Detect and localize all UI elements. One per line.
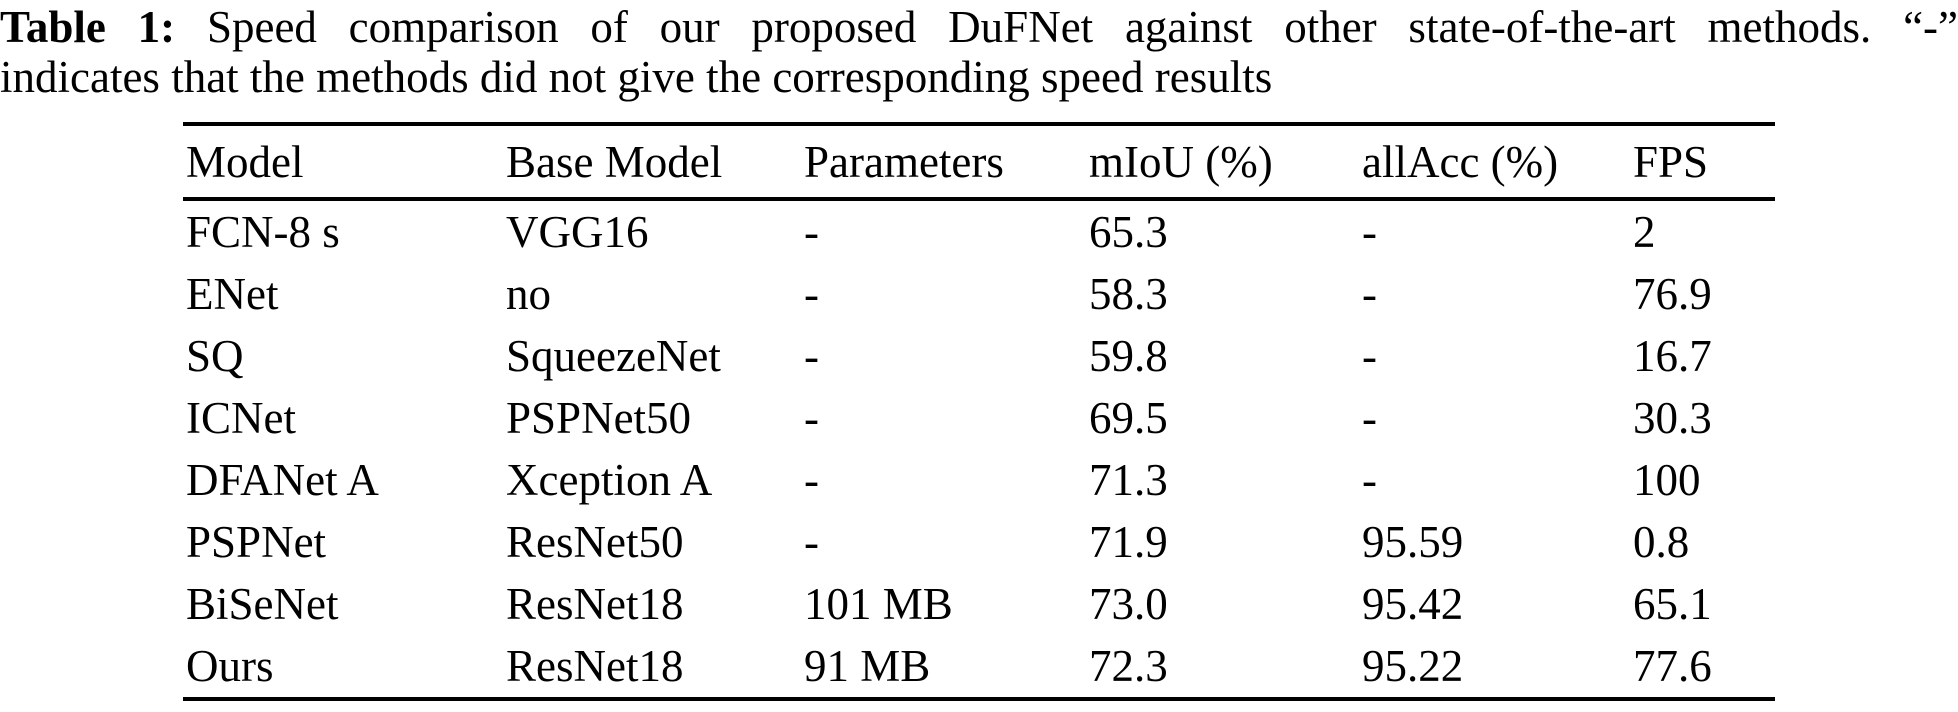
table-caption: Table 1: Speed comparison of our propose…	[0, 2, 1958, 102]
table-cell: 69.5	[1089, 393, 1168, 443]
caption-label: Table 1:	[0, 2, 176, 52]
table-cell: 65.3	[1089, 207, 1168, 257]
table-cell: PSPNet50	[506, 393, 692, 443]
table-row: SQ SqueezeNet - 59.8 - 16.7	[183, 325, 1775, 387]
table-cell: -	[1362, 393, 1377, 443]
table-cell: -	[804, 455, 819, 505]
table-cell: -	[1362, 331, 1377, 381]
table-header-row: Model Base Model Parameters mIoU (%) allAcc …	[183, 124, 1775, 201]
table-cell: -	[1362, 455, 1377, 505]
table-cell: BiSeNet	[186, 579, 339, 629]
table-cell: 91 MB	[804, 641, 931, 691]
table-cell: 2	[1633, 207, 1656, 257]
column-header: allAcc (%)	[1362, 124, 1633, 201]
table-row: ICNet PSPNet50 - 69.5 - 30.3	[183, 387, 1775, 449]
table-cell: 101 MB	[804, 579, 953, 629]
table-cell: 16.7	[1633, 331, 1712, 381]
table-cell: -	[804, 207, 819, 257]
table-cell: 73.0	[1089, 579, 1168, 629]
table-cell: 71.3	[1089, 455, 1168, 505]
table-row: DFANet A Xception A - 71.3 - 100	[183, 449, 1775, 511]
table-cell: -	[804, 393, 819, 443]
table-row: FCN-8 s VGG16 - 65.3 - 2	[183, 199, 1775, 263]
table-cell: 100	[1633, 455, 1701, 505]
caption-line-2: indicates that the methods did not give …	[0, 52, 1273, 102]
table-cell: 95.22	[1362, 641, 1464, 691]
caption-text: Speed comparison of our proposed DuFNet …	[206, 2, 1958, 52]
table-cell: 77.6	[1633, 641, 1712, 691]
table-cell: 65.1	[1633, 579, 1712, 629]
caption-line-1: Table 1: Speed comparison of our propose…	[0, 2, 1958, 52]
table-row: ENet no - 58.3 - 76.9	[183, 263, 1775, 325]
table-cell: -	[1362, 207, 1377, 257]
results-table: Model Base Model Parameters mIoU (%) allAcc …	[183, 122, 1775, 701]
table-cell: -	[804, 269, 819, 319]
table-row: PSPNet ResNet50 - 71.9 95.59 0.8	[183, 511, 1775, 573]
table-cell: ResNet50	[506, 517, 684, 567]
table-cell: ResNet18	[506, 641, 684, 691]
table-container: Model Base Model Parameters mIoU (%) allAcc …	[183, 122, 1775, 701]
table-cell: VGG16	[506, 207, 649, 257]
column-header: FPS	[1633, 124, 1775, 201]
table-cell: 30.3	[1633, 393, 1712, 443]
table-cell: DFANet A	[186, 455, 379, 505]
column-header: Base Model	[506, 124, 804, 201]
table-cell: no	[506, 269, 551, 319]
table-cell: Xception A	[506, 455, 713, 505]
table-cell: 72.3	[1089, 641, 1168, 691]
table-cell: 95.59	[1362, 517, 1464, 567]
table-row: BiSeNet ResNet18 101 MB 73.0 95.42 65.1	[183, 573, 1775, 635]
table-row: Ours ResNet18 91 MB 72.3 95.22 77.6	[183, 635, 1775, 699]
table-cell: 76.9	[1633, 269, 1712, 319]
table-body: FCN-8 s VGG16 - 65.3 - 2 ENet no - 58.3 - 76.9 SQ Squ…	[183, 199, 1775, 699]
table-cell: Ours	[186, 641, 274, 691]
table-cell: 0.8	[1633, 517, 1690, 567]
table-cell: SQ	[186, 331, 244, 381]
table-cell: -	[1362, 269, 1377, 319]
table-cell: PSPNet	[186, 517, 327, 567]
table-cell: 58.3	[1089, 269, 1168, 319]
table-cell: ICNet	[186, 393, 296, 443]
column-header: Model	[183, 124, 506, 201]
table-cell: ENet	[186, 269, 279, 319]
table-cell: 59.8	[1089, 331, 1168, 381]
table-cell: 95.42	[1362, 579, 1464, 629]
table-cell: -	[804, 331, 819, 381]
table-cell: -	[804, 517, 819, 567]
table-cell: FCN-8 s	[186, 207, 340, 257]
table-cell: 71.9	[1089, 517, 1168, 567]
table-cell: ResNet18	[506, 579, 684, 629]
column-header: mIoU (%)	[1089, 124, 1362, 201]
column-header: Parameters	[804, 124, 1089, 201]
table-cell: SqueezeNet	[506, 331, 721, 381]
